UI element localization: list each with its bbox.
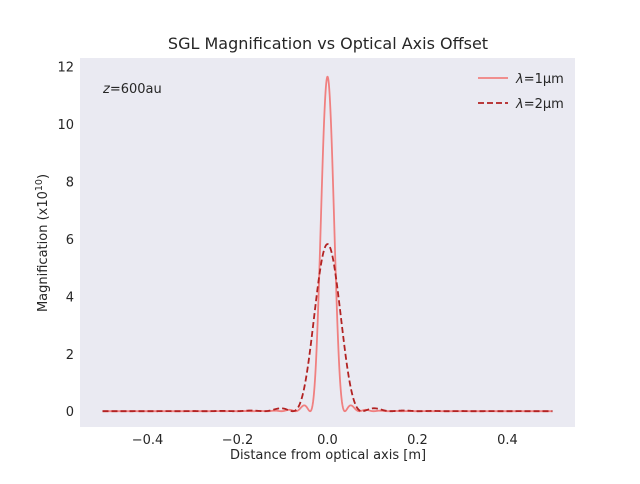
y-tick-label: 10 (57, 118, 74, 133)
y-tick-label: 8 (66, 175, 74, 190)
distance-annotation: z=600au (102, 82, 162, 97)
plot-area (80, 58, 575, 427)
x-tick-label: 0.0 (317, 433, 338, 448)
legend-label-2um: λ=2μm (515, 97, 564, 112)
legend-label-1um: λ=1μm (515, 72, 564, 87)
y-axis-label-main: Magnification (x10 (36, 191, 51, 312)
legend-label-2um-value: =2μm (524, 97, 564, 112)
x-tick-label: 0.2 (407, 433, 428, 448)
x-tick-label: −0.2 (222, 433, 254, 448)
y-tick-labels: 0 2 4 6 8 10 12 (57, 61, 74, 421)
y-axis-label: Magnification (x1010) (34, 174, 51, 312)
x-tick-labels: −0.4 −0.2 0.0 0.2 0.4 (132, 433, 518, 448)
legend: λ=1μm λ=2μm (478, 72, 564, 112)
legend-label-2um-symbol: λ (515, 97, 524, 112)
series-layer (101, 75, 554, 413)
y-tick-label: 6 (66, 233, 74, 248)
x-tick-label: −0.4 (132, 433, 164, 448)
y-tick-label: 12 (57, 61, 74, 76)
annotation-value: =600au (110, 82, 162, 97)
annotation-variable: z (102, 82, 111, 97)
series-line-2m (101, 243, 554, 413)
y-tick-label: 0 (66, 405, 74, 420)
legend-label-1um-value: =1μm (524, 72, 564, 87)
x-tick-label: 0.4 (497, 433, 518, 448)
x-axis-label: Distance from optical axis [m] (230, 448, 426, 463)
y-tick-label: 2 (66, 348, 74, 363)
chart-title: SGL Magnification vs Optical Axis Offset (168, 34, 488, 53)
y-axis-label-close: ) (36, 174, 51, 179)
legend-label-1um-symbol: λ (515, 72, 524, 87)
y-tick-label: 4 (66, 290, 74, 305)
y-axis-label-exponent: 10 (34, 179, 45, 191)
